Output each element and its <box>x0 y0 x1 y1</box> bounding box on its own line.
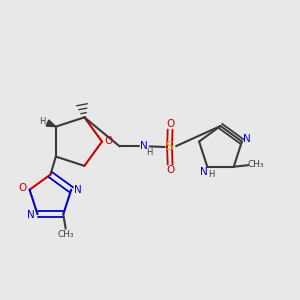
Text: N: N <box>27 210 35 220</box>
Text: H: H <box>208 170 215 179</box>
Text: CH₃: CH₃ <box>247 160 264 169</box>
Text: N: N <box>243 134 251 143</box>
Text: H: H <box>40 117 46 126</box>
Text: N: N <box>200 167 208 177</box>
Text: O: O <box>166 118 174 129</box>
Polygon shape <box>46 120 56 127</box>
Text: S: S <box>166 140 173 154</box>
Text: N: N <box>74 185 82 195</box>
Text: H: H <box>146 148 153 157</box>
Text: O: O <box>104 136 112 146</box>
Text: CH₃: CH₃ <box>57 230 74 238</box>
Text: O: O <box>166 165 174 176</box>
Text: O: O <box>19 183 27 193</box>
Text: N: N <box>140 141 147 151</box>
